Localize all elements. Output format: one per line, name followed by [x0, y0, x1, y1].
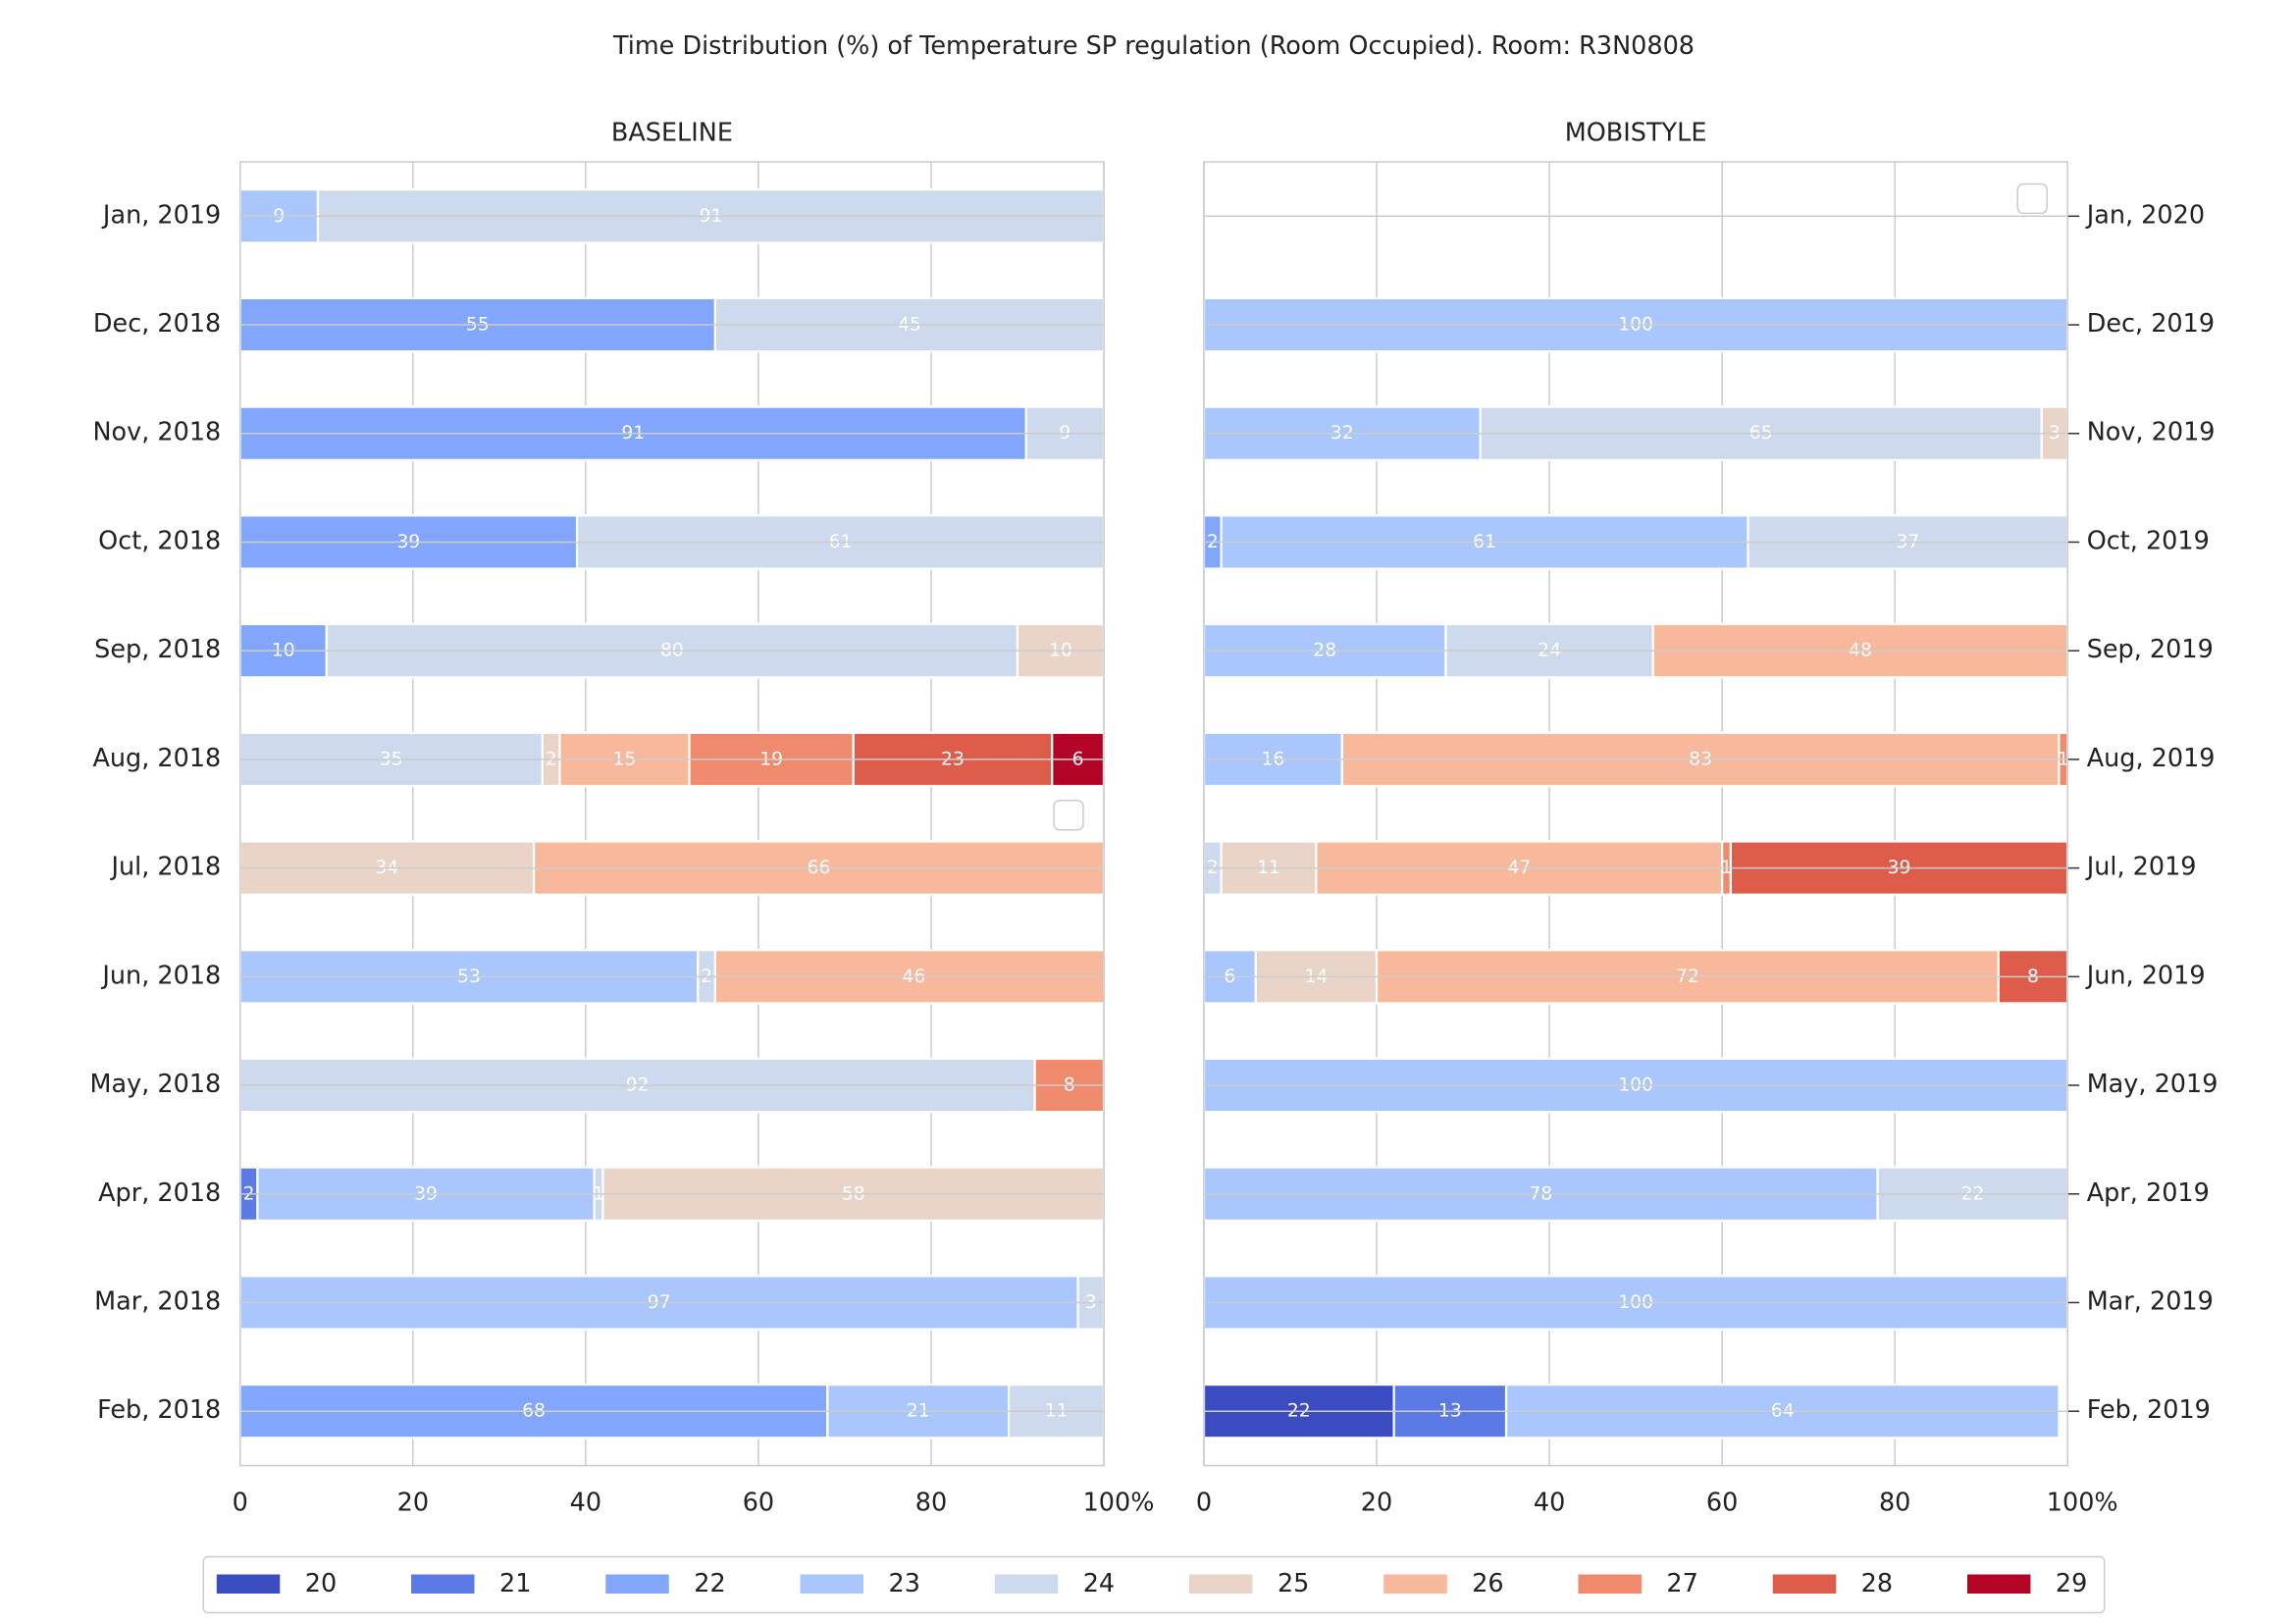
legend-swatch [1383, 1574, 1447, 1595]
y-tick-label: Jun, 2019 [2085, 961, 2206, 990]
y-tick-label: Oct, 2018 [98, 526, 221, 555]
x-tick-label: 80 [1879, 1489, 1910, 1518]
y-tick-label: Mar, 2019 [2087, 1286, 2214, 1316]
y-tick-label: Nov, 2018 [92, 418, 221, 447]
panel-title: MOBISTYLE [1565, 118, 1707, 147]
y-tick-label: May, 2019 [2087, 1070, 2218, 1099]
y-tick-label: Jul, 2018 [109, 853, 221, 882]
legend-label: 21 [499, 1569, 531, 1598]
y-tick-label: Apr, 2019 [2087, 1178, 2210, 1208]
panel-title: BASELINE [611, 118, 733, 147]
y-tick-label: Oct, 2019 [2087, 526, 2210, 555]
y-tick-label: Nov, 2019 [2087, 418, 2216, 447]
x-tick-label: 0 [1196, 1489, 1212, 1518]
x-tick-label: 0 [233, 1489, 248, 1518]
legend-label: 27 [1666, 1569, 1697, 1598]
chart-title: Time Distribution (%) of Temperature SP … [612, 31, 1695, 61]
legend-swatch [1772, 1574, 1837, 1595]
y-tick-label: Sep, 2019 [2087, 635, 2214, 664]
plot-frame [1203, 161, 2068, 1467]
legend-label: 28 [1861, 1569, 1893, 1598]
legend-label: 29 [2056, 1569, 2087, 1598]
y-tick-label: Jul, 2019 [2085, 853, 2197, 882]
empty-legend [2016, 183, 2048, 215]
y-tick-label: Aug, 2018 [92, 744, 221, 773]
y-tick-label: Jan, 2019 [101, 200, 221, 230]
legend-box [202, 1555, 2106, 1614]
y-tick-label: Jan, 2020 [2085, 200, 2205, 230]
legend-label: 23 [888, 1569, 919, 1598]
legend-swatch [411, 1574, 475, 1595]
legend-label: 24 [1083, 1569, 1115, 1598]
legend-swatch [800, 1574, 863, 1595]
legend-label: 25 [1278, 1569, 1309, 1598]
legend-swatch [1966, 1574, 2031, 1595]
x-tick-label: 20 [1361, 1489, 1392, 1518]
x-tick-label: 80 [915, 1489, 947, 1518]
y-tick-label: Dec, 2019 [2087, 309, 2215, 339]
y-tick-label: Mar, 2018 [94, 1286, 221, 1316]
legend-label: 26 [1472, 1569, 1503, 1598]
y-tick-label: Aug, 2019 [2087, 744, 2216, 773]
legend-swatch [216, 1574, 281, 1595]
y-tick-label: Feb, 2018 [97, 1395, 221, 1425]
empty-legend [1053, 800, 1084, 831]
x-tick-label: 40 [1534, 1489, 1565, 1518]
x-tick-label: 20 [397, 1489, 429, 1518]
x-tick-label: 40 [570, 1489, 601, 1518]
x-tick-label: 60 [1706, 1489, 1738, 1518]
x-tick-label: 60 [743, 1489, 774, 1518]
legend-label: 20 [305, 1569, 337, 1598]
legend-swatch [605, 1574, 669, 1595]
legend-swatch [1578, 1574, 1642, 1595]
plot-frame [239, 161, 1105, 1467]
y-tick-label: Apr, 2018 [98, 1178, 221, 1208]
y-tick-label: Feb, 2019 [2087, 1395, 2211, 1425]
y-tick-label: Sep, 2018 [94, 635, 221, 664]
x-tick-label: 100% [2047, 1489, 2118, 1518]
legend-label: 22 [694, 1569, 725, 1598]
y-tick-label: Jun, 2018 [100, 961, 221, 990]
legend-swatch [1188, 1574, 1253, 1595]
y-tick-label: May, 2018 [90, 1070, 222, 1099]
legend-swatch [994, 1574, 1059, 1595]
x-tick-label: 100% [1083, 1489, 1155, 1518]
y-tick-label: Dec, 2018 [93, 309, 221, 339]
